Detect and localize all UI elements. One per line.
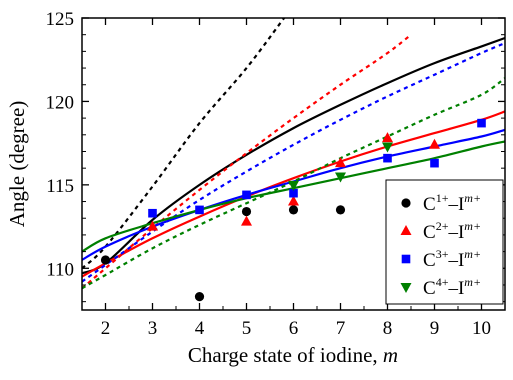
legend-label-base: C	[423, 278, 436, 299]
series-2-point-1	[147, 220, 158, 231]
series-4-point-3	[382, 142, 393, 153]
series-3-point-7	[477, 118, 486, 128]
y-tick-label-120: 120	[46, 92, 75, 113]
x-tick-label-6: 6	[289, 318, 299, 339]
legend-label-base: C	[423, 194, 436, 215]
y-axis-title: Angle (degree)	[5, 101, 29, 228]
legend-label-base: C	[423, 222, 436, 243]
series-3-point-1	[148, 208, 157, 218]
series-4-dotted-fit-line	[82, 77, 505, 290]
legend-label-iodine: –I	[447, 194, 464, 215]
legend-label-iodine: –I	[447, 250, 464, 271]
legend-label-sup: m+	[464, 275, 481, 289]
y-tick-label-115: 115	[46, 176, 74, 197]
series-2-point-2	[241, 215, 252, 226]
series-1-point-2	[194, 292, 205, 302]
legend-marker-2	[400, 225, 412, 235]
series-1-point-5	[335, 205, 346, 215]
legend-label-base: C	[423, 250, 436, 271]
legend-label-sup: m+	[464, 247, 481, 261]
series-2-point-6	[429, 138, 440, 149]
series-3-point-2	[195, 205, 204, 215]
series-1-point-3	[241, 206, 252, 217]
series-2-solid-fit-line	[82, 110, 505, 278]
series-1-point-4	[288, 205, 299, 215]
x-tick-label-5: 5	[242, 318, 252, 339]
x-tick-label-8: 8	[383, 318, 393, 339]
legend-label-3: C3+–Im+	[423, 247, 481, 271]
x-tick-label-7: 7	[336, 318, 346, 339]
series-3-point-4	[289, 188, 298, 198]
series-2-point-3	[288, 195, 299, 206]
x-tick-label-9: 9	[430, 318, 440, 339]
legend-label-charge: 3+	[436, 247, 449, 261]
series-1-point-1	[100, 255, 111, 265]
x-tick-label-2: 2	[101, 318, 111, 339]
series-4-point-2	[335, 172, 346, 183]
legend-label-charge: 2+	[436, 219, 449, 233]
series-1-solid-fit-line	[82, 36, 505, 275]
series-2-point-4	[335, 157, 346, 168]
series-3-point-5	[383, 153, 392, 163]
legend: C1+–Im+C2+–Im+C3+–Im+C4+–Im+	[385, 179, 504, 305]
x-axis-title: Charge state of iodine, m	[188, 343, 398, 367]
x-tick-label-10: 10	[472, 318, 491, 339]
series-4-point-1	[288, 180, 299, 191]
legend-label-charge: 1+	[436, 191, 449, 205]
series-1-dotted-fit-line	[82, 18, 285, 270]
x-tick-label-4: 4	[195, 318, 205, 339]
legend-label-charge: 4+	[436, 275, 449, 289]
legend-label-sup: m+	[464, 219, 481, 233]
series-3-dotted-fit-line	[82, 41, 505, 283]
series-3-point-3	[242, 190, 251, 200]
x-tick-label-3: 3	[148, 318, 158, 339]
series-3-point-6	[430, 158, 439, 168]
y-tick-label-110: 110	[46, 259, 74, 280]
legend-label-sup: m+	[464, 191, 481, 205]
x-axis-title-variable: m	[383, 343, 398, 367]
legend-label-iodine: –I	[447, 222, 464, 243]
legend-label-2: C2+–Im+	[423, 219, 481, 243]
legend-marker-3	[401, 254, 411, 264]
series-2-dotted-fit-line	[82, 33, 412, 290]
legend-label-1: C1+–Im+	[423, 191, 481, 215]
legend-marker-1	[401, 198, 411, 208]
legend-marker-4	[400, 283, 412, 293]
series-2-point-5	[382, 132, 393, 143]
y-tick-label-125: 125	[46, 9, 75, 30]
legend-label-4: C4+–Im+	[423, 275, 481, 299]
legend-label-iodine: –I	[447, 278, 464, 299]
x-axis-title-text: Charge state of iodine,	[188, 343, 383, 367]
